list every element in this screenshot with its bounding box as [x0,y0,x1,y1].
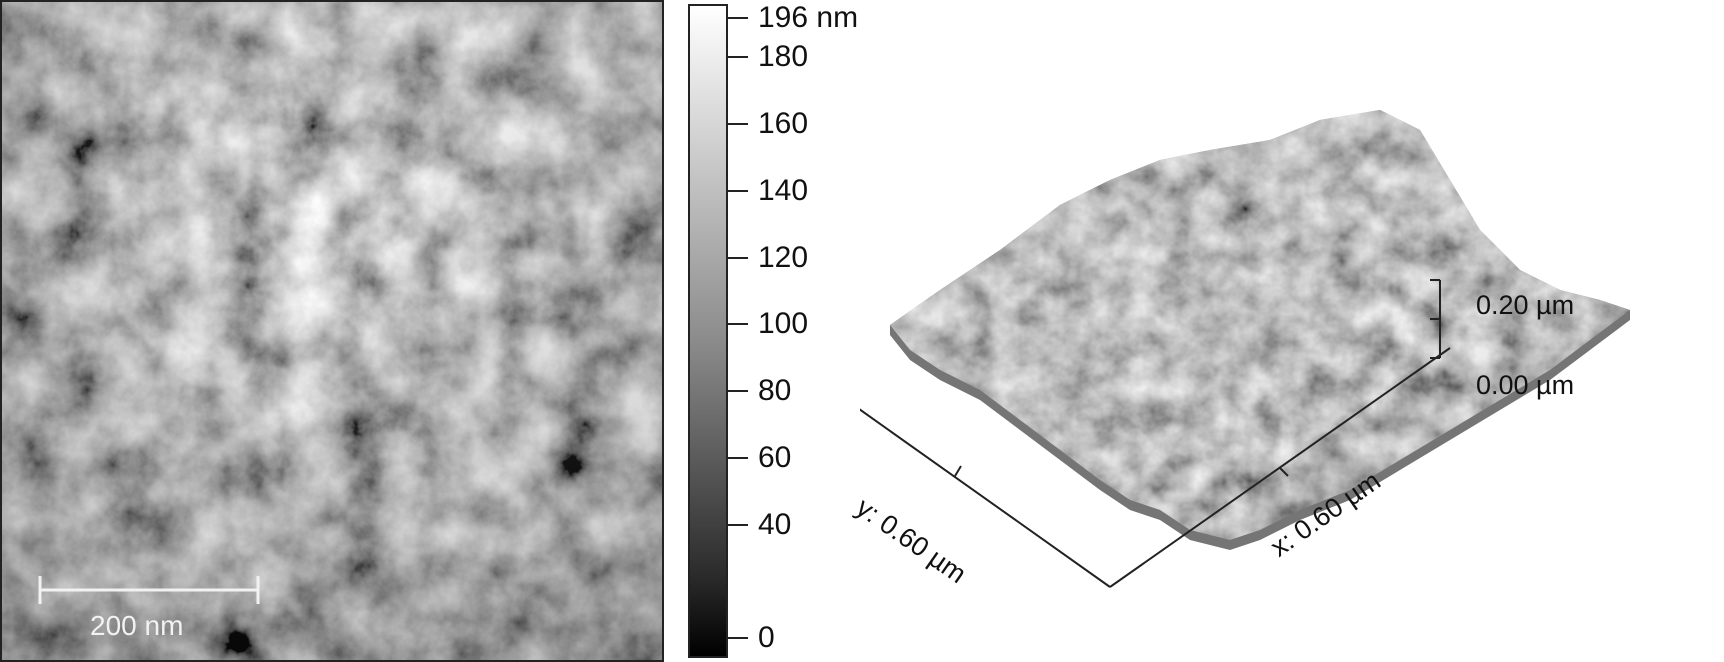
color-scale-tick [728,390,748,393]
z-axis-top-label: 0.20 µm [1476,290,1575,320]
color-scale-tick [728,256,748,259]
z-axis-bottom-label: 0.00 µm [1476,370,1575,400]
color-scale-tick [728,323,748,326]
color-scale-tick [728,189,748,192]
color-scale-tick-label: 0 [758,621,775,654]
color-scale-tick [728,456,748,459]
color-scale-tick-label: 196 nm [758,1,859,34]
surface-mesh [890,110,1630,540]
axis-lines [860,279,1451,588]
color-scale-tick-label: 140 [758,173,809,207]
color-scale-tick-label: 180 [758,40,809,74]
afm-height-map-image [0,0,664,662]
scale-bar-label: 200 nm [90,610,184,641]
color-scale-tick [728,123,748,126]
color-scale-tick [728,523,748,526]
afm-3d-surface-image [860,110,1630,588]
color-scale-tick-label: 60 [758,440,792,474]
color-scale-tick-label: 40 [758,507,792,541]
color-scale-tick [728,56,748,59]
height-color-scale [688,4,728,658]
color-scale-tick [728,637,748,639]
color-scale-tick-label: 80 [758,374,792,408]
color-scale-tick-label: 120 [758,240,809,274]
scale-bar [38,576,260,604]
color-scale-tick-label: 100 [758,307,809,341]
color-scale-tick [728,17,748,19]
color-scale-tick-label: 160 [758,107,809,141]
